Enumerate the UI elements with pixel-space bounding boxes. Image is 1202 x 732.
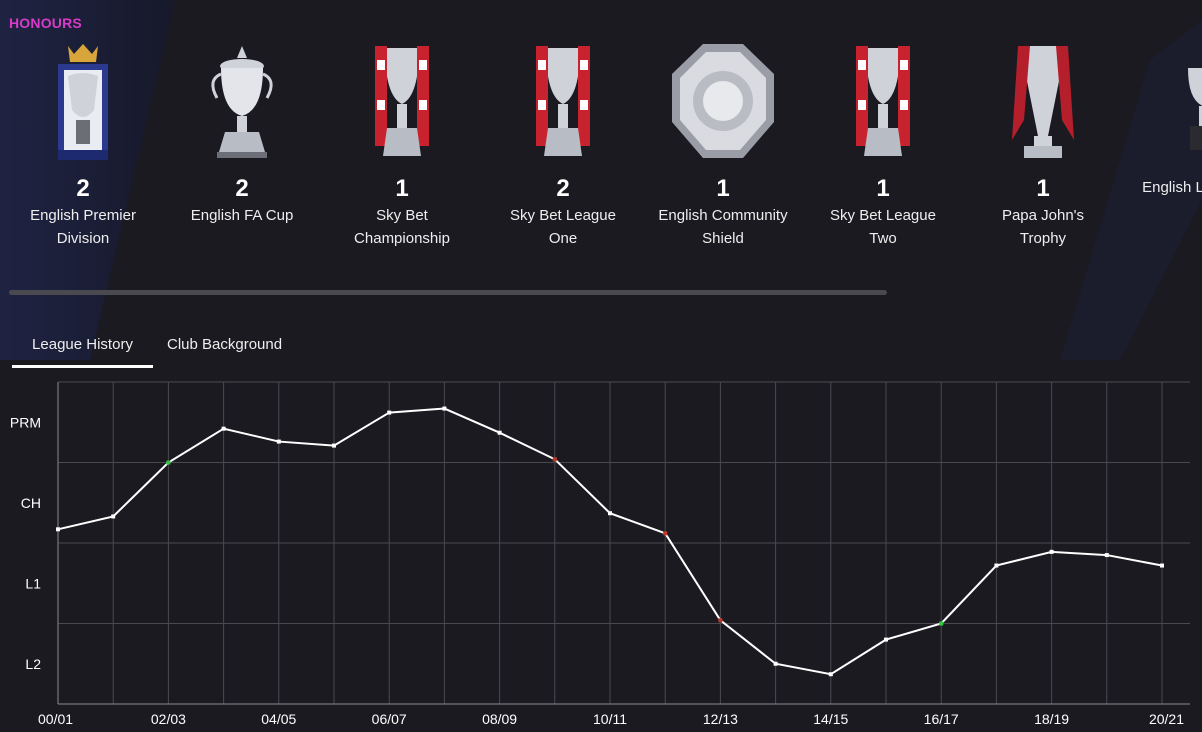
honour-name: English FA Cup [190, 207, 294, 224]
x-tick-label: 18/19 [1034, 711, 1069, 727]
honour-item[interactable]: English League Di [1123, 40, 1202, 199]
x-tick-label: 14/15 [813, 711, 848, 727]
relegation-marker [552, 457, 557, 462]
y-tick-label: L1 [25, 575, 41, 591]
data-point [332, 443, 336, 448]
honour-name: English Premier Division [30, 207, 136, 247]
x-tick-label: 08/09 [482, 711, 517, 727]
tab-club-background[interactable]: Club Background [167, 336, 283, 353]
honour-item[interactable]: 2 Sky Bet League One [483, 40, 643, 250]
honour-name: Sky Bet Championship [354, 207, 450, 247]
honour-name: Sky Bet League One [510, 207, 616, 247]
honour-count: 1 [1036, 175, 1050, 202]
data-point [497, 430, 502, 435]
championship-trophy-icon [357, 40, 447, 164]
honour-name: English League Di [1142, 179, 1202, 196]
honour-count: 2 [76, 175, 90, 202]
data-point [221, 426, 226, 431]
data-point [1104, 553, 1109, 558]
data-point [1160, 563, 1164, 568]
data-point [276, 439, 281, 444]
data-point [828, 672, 833, 677]
x-tick-label: 04/05 [261, 711, 296, 727]
x-tick-label: 16/17 [924, 711, 959, 727]
data-point [773, 661, 778, 666]
relegation-marker [663, 531, 668, 536]
relegation-marker [718, 618, 723, 623]
premier-league-trophy-icon [38, 40, 128, 164]
honour-item[interactable]: 2 English Premier Division [3, 40, 163, 250]
honour-item[interactable]: 1 Sky Bet League Two [803, 40, 963, 250]
data-point [1049, 549, 1054, 554]
y-tick-label: L2 [25, 656, 41, 672]
honour-item[interactable]: 1 English Community Shield [643, 40, 803, 250]
league-division-trophy-icon [1158, 40, 1202, 164]
x-tick-label: 12/13 [703, 711, 738, 727]
honour-count: 2 [235, 175, 249, 202]
fa-cup-trophy-icon [197, 40, 287, 164]
honour-name: Papa John's Trophy [1001, 207, 1085, 247]
data-point [442, 406, 447, 411]
league-one-trophy-icon [518, 40, 608, 164]
data-point [387, 410, 392, 415]
league-two-trophy-icon [838, 40, 928, 164]
promotion-marker [939, 621, 944, 626]
honour-name: English Community Shield [658, 207, 788, 247]
honour-count: 2 [556, 175, 570, 202]
data-point [884, 637, 888, 642]
honour-item[interactable]: 2 English FA Cup [162, 40, 322, 227]
section-title-honours: HONOURS [9, 15, 82, 31]
honour-count: 1 [876, 175, 890, 202]
data-point [608, 511, 612, 516]
honour-count: 1 [395, 175, 409, 202]
data-point [994, 563, 999, 568]
promotion-marker [166, 460, 171, 465]
x-tick-label: 20/21 [1149, 711, 1184, 727]
x-tick-label: 02/03 [151, 711, 186, 727]
honour-item[interactable]: 1 Sky Bet Championship [322, 40, 482, 250]
y-tick-label: PRM [10, 414, 41, 430]
honour-count: 1 [716, 175, 730, 202]
honours-carousel[interactable]: 2 English Premier Division 2 English FA Cup… [0, 40, 1202, 280]
x-tick-label: 10/11 [593, 711, 627, 727]
data-point [111, 514, 116, 519]
data-point [56, 527, 60, 532]
league-history-chart: PRM CH L1 L2 00/01 02/03 04/05 06/07 08/09 10/11 1… [10, 381, 1190, 727]
honour-name: Sky Bet League Two [830, 207, 936, 247]
papa-johns-trophy-icon [998, 40, 1088, 164]
honours-scrollbar[interactable] [9, 290, 887, 295]
tab-league-history[interactable]: League History [12, 330, 153, 368]
x-tick-label: 00/01 [38, 711, 73, 727]
honour-item[interactable]: 1 Papa John's Trophy [963, 40, 1123, 250]
x-tick-label: 06/07 [372, 711, 407, 727]
y-tick-label: CH [21, 495, 41, 511]
community-shield-icon [672, 40, 774, 164]
